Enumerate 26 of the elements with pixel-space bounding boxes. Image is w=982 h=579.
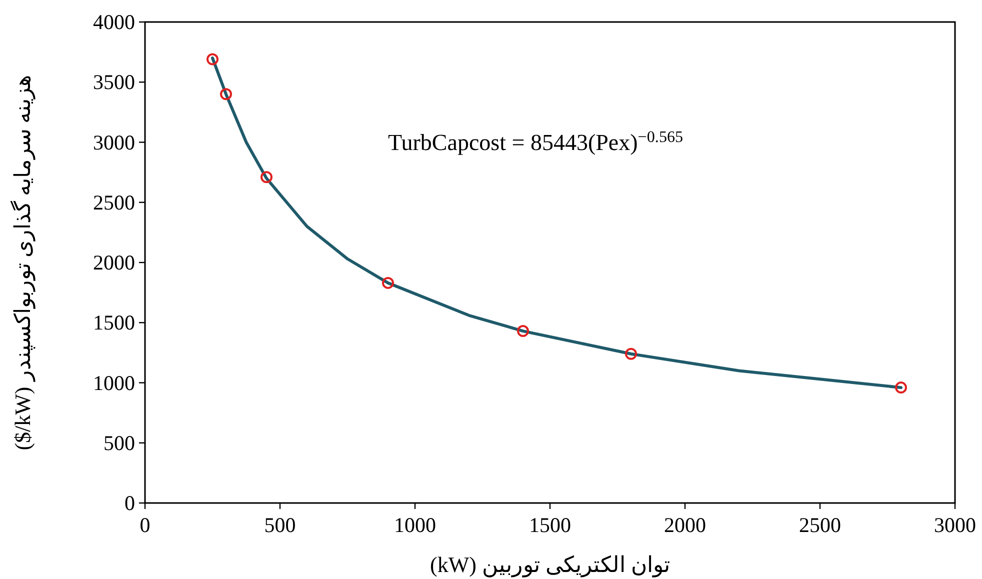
y-axis-title: هزینه سرمایه گذاری توربواکسپندر ($/kW) <box>10 74 36 450</box>
y-tick-label: 2000 <box>93 250 135 274</box>
y-tick-label: 3000 <box>93 130 135 154</box>
point <box>625 348 637 360</box>
x-axis-title: توان الکتریکی توربین (kW) <box>430 552 670 578</box>
y-tick-label: 0 <box>124 491 135 515</box>
y-tick-label: 4000 <box>93 10 135 34</box>
point <box>260 171 272 184</box>
point <box>382 276 394 289</box>
y-tick-label: 1000 <box>93 370 135 395</box>
y-tick-label: 3500 <box>93 70 135 94</box>
x-tick-label: 1000 <box>394 513 436 537</box>
point <box>517 325 529 338</box>
y-tick-label: 500 <box>104 430 135 455</box>
point <box>206 53 218 66</box>
point <box>895 382 907 394</box>
y-tick-label: 2500 <box>93 190 135 214</box>
x-tick-label: 2000 <box>664 513 706 537</box>
x-tick-label: 3000 <box>934 513 976 537</box>
x-tick-label: 1500 <box>529 513 571 537</box>
x-tick-label: 0 <box>140 513 150 537</box>
annotation: TurbCapcost = 85443(Pex)$^{−0.565}$ <box>388 128 684 155</box>
x-tick-label: 2500 <box>799 513 841 537</box>
x-tick-label: 500 <box>264 513 296 537</box>
y-tick-label: 1500 <box>93 310 135 335</box>
point <box>220 88 232 100</box>
